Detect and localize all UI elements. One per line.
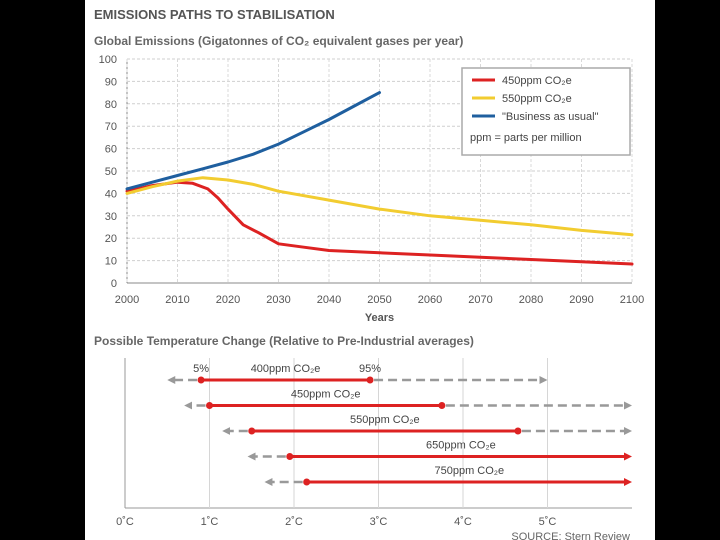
legend-label-0: 450ppm CO₂e — [502, 75, 572, 87]
range-label-3: 650ppm CO₂e — [426, 440, 496, 452]
x-tick-label: 2010 — [165, 294, 189, 306]
legend-box — [461, 67, 631, 156]
chart-svg: EMISSIONS PATHS TO STABILISATION Global … — [94, 7, 644, 540]
range-high-dot-2 — [514, 427, 522, 435]
range-high-dot-1 — [438, 402, 446, 409]
x-tick-label: 2040 — [317, 294, 341, 306]
y-tick-label: 20 — [105, 233, 117, 245]
range-label-1: 450ppm CO₂e — [291, 389, 361, 401]
percentile-low-label: 5% — [193, 363, 209, 375]
series-line-1 — [125, 176, 634, 237]
chart-panel: EMISSIONS PATHS TO STABILISATION Global … — [85, 0, 655, 540]
y-tick-label: 90 — [105, 76, 117, 88]
x-tick-label: 2090 — [569, 294, 593, 306]
y-tick-label: 50 — [105, 166, 117, 178]
series-line-0 — [125, 180, 634, 266]
x-tick-label: 2000 — [115, 294, 139, 306]
series-line-2 — [125, 91, 381, 191]
source-note: SOURCE: Stern Review — [511, 531, 630, 540]
legend-note: ppm = parts per million — [470, 132, 582, 144]
x-tick-label: 2100 — [620, 294, 644, 306]
temp-tick-label: 0˚C — [116, 516, 134, 528]
y-tick-label: 80 — [105, 99, 117, 111]
y-tick-label: 70 — [105, 121, 117, 133]
percentile-high-label: 95% — [359, 363, 381, 375]
chart-subtitle: Global Emissions (Gigatonnes of CO₂ equi… — [94, 34, 463, 48]
x-axis-label: Years — [365, 312, 394, 324]
range-label-0: 400ppm CO₂e — [251, 363, 321, 375]
y-tick-label: 100 — [99, 54, 117, 66]
chart-title: EMISSIONS PATHS TO STABILISATION — [94, 7, 335, 22]
y-tick-label: 30 — [105, 211, 117, 223]
x-tick-label: 2020 — [216, 294, 240, 306]
temperature-title: Possible Temperature Change (Relative to… — [94, 334, 474, 348]
y-tick-label: 60 — [105, 144, 117, 156]
x-tick-label: 2050 — [367, 294, 391, 306]
x-tick-label: 2060 — [418, 294, 442, 306]
y-tick-label: 40 — [105, 188, 117, 200]
x-tick-label: 2030 — [266, 294, 290, 306]
x-tick-label: 2080 — [519, 294, 543, 306]
temp-tick-label: 4˚C — [454, 516, 472, 528]
temp-tick-label: 1˚C — [201, 516, 219, 528]
temp-tick-label: 5˚C — [539, 516, 557, 528]
temp-tick-label: 2˚C — [285, 516, 303, 528]
temp-tick-label: 3˚C — [370, 516, 388, 528]
range-low-dot-3 — [286, 453, 294, 460]
x-tick-label: 2070 — [468, 294, 492, 306]
legend-label-2: "Business as usual" — [502, 111, 599, 123]
legend-label-1: 550ppm CO₂e — [502, 93, 572, 105]
range-label-2: 550ppm CO₂e — [350, 414, 420, 426]
y-tick-label: 0 — [111, 278, 117, 290]
range-low-dot-1 — [206, 402, 213, 409]
range-low-dot-2 — [248, 427, 256, 435]
range-high-dot-0 — [366, 376, 374, 384]
range-low-dot-4 — [303, 478, 311, 486]
y-tick-label: 10 — [105, 256, 117, 268]
range-label-4: 750ppm CO₂e — [434, 465, 504, 477]
range-low-dot-0 — [197, 376, 205, 384]
